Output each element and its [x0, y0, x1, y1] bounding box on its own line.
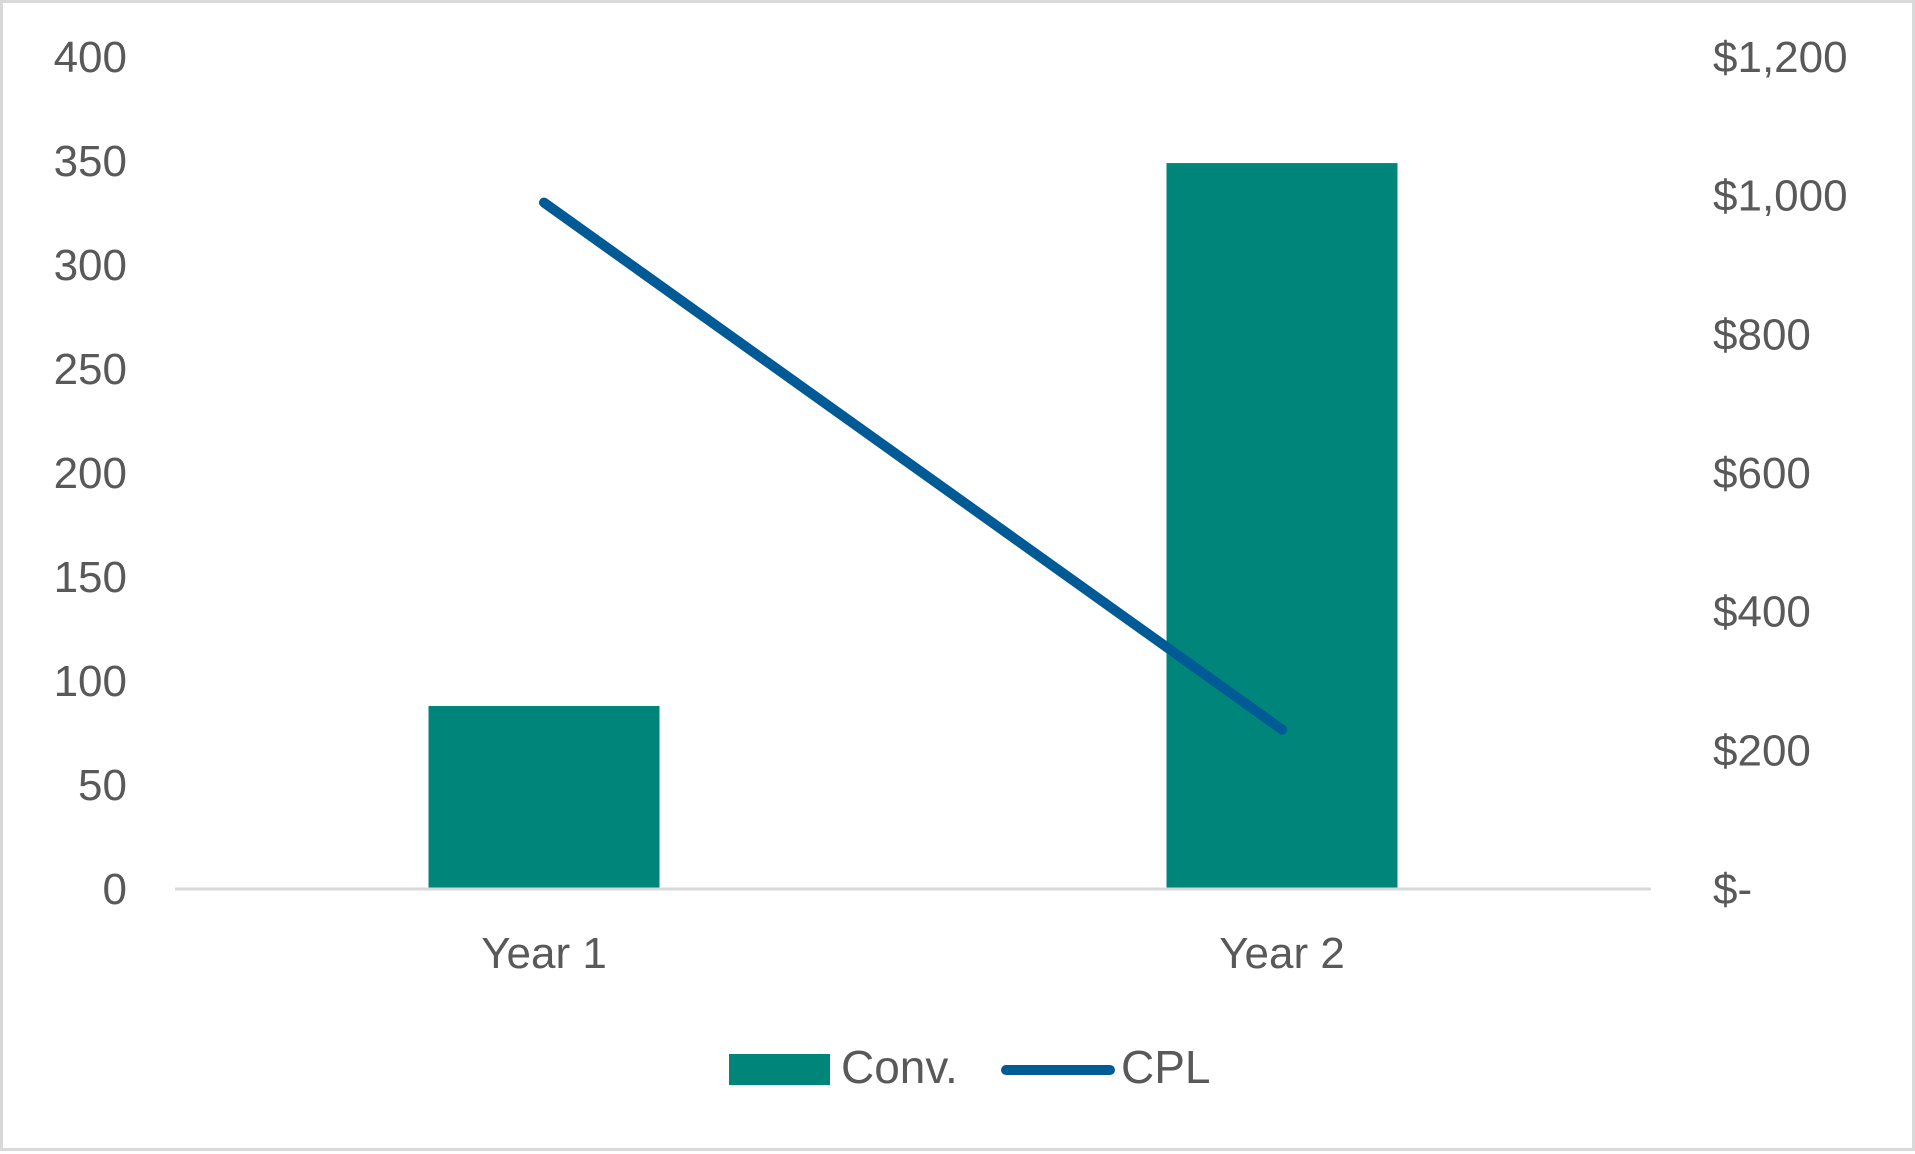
left-axis-tick-label: 150 [54, 553, 127, 602]
conv-bar [428, 705, 660, 889]
left-axis-tick-label: 250 [54, 345, 127, 394]
left-axis-tick-label: 50 [78, 761, 127, 810]
legend-swatch-conv [729, 1054, 830, 1085]
right-axis-tick-label: $600 [1713, 449, 1811, 498]
right-axis-tick-label: $1,200 [1713, 33, 1848, 82]
right-axis-ticks: $- $200 $400 $600 $800 $1,000 $1,200 [1713, 33, 1848, 914]
left-axis-tick-label: 400 [54, 33, 127, 82]
legend-label-cpl: CPL [1121, 1041, 1210, 1093]
x-axis-ticks: Year 1 Year 2 [481, 929, 1345, 978]
left-axis-tick-label: 100 [54, 657, 127, 706]
legend-label-conv: Conv. [841, 1041, 958, 1093]
legend: Conv. CPL [729, 1041, 1210, 1093]
left-axis-ticks: 0 50 100 150 200 250 300 350 400 [54, 33, 127, 914]
x-axis-tick-label: Year 1 [481, 929, 607, 978]
left-axis-tick-label: 350 [54, 137, 127, 186]
right-axis-tick-label: $1,000 [1713, 172, 1848, 221]
right-axis-tick-label: $800 [1713, 310, 1811, 359]
x-axis-tick-label: Year 2 [1219, 929, 1345, 978]
right-axis-tick-label: $- [1713, 865, 1752, 914]
left-axis-tick-label: 300 [54, 241, 127, 290]
conv-bars [428, 163, 1398, 889]
cpl-line-group [539, 197, 1287, 735]
left-axis-tick-label: 0 [103, 865, 127, 914]
left-axis-tick-label: 200 [54, 449, 127, 498]
cpl-line [539, 197, 1287, 735]
conv-bar [1166, 163, 1398, 889]
right-axis-tick-label: $200 [1713, 726, 1811, 775]
right-axis-tick-label: $400 [1713, 588, 1811, 637]
